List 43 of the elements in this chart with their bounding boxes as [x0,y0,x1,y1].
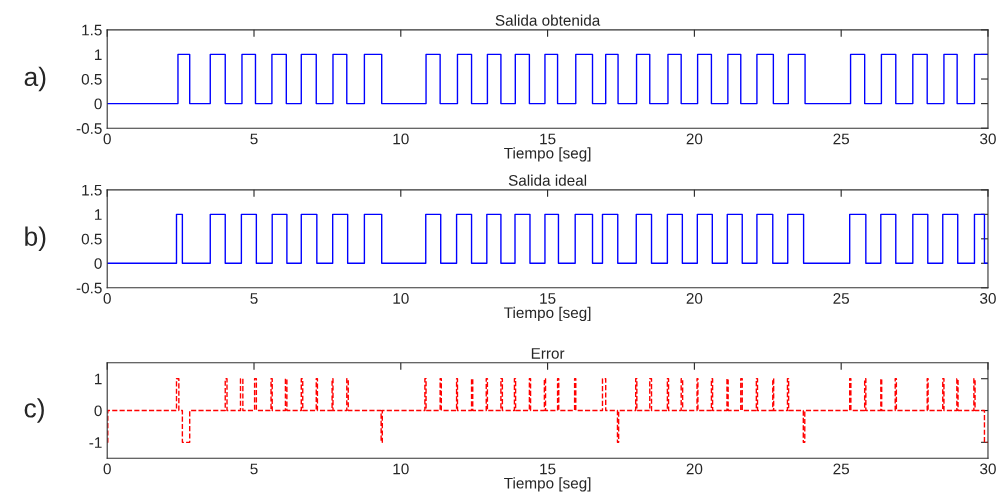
text: c) [24,398,44,423]
x-tick-label: 30 [980,463,996,475]
text: a) [24,66,46,92]
chart-title: Salida ideal [508,174,587,186]
chart-title: Salida obtenida [495,14,601,26]
chart-title: Error [531,348,565,359]
x-tick-label: 0 [103,133,111,145]
x-tick-label: 10 [393,293,409,304]
y-tick-label: 0.5 [81,73,102,85]
y-tick-label: -1 [89,437,102,448]
x-tick-label: 20 [686,293,703,304]
y-tick-label: 0 [94,405,102,417]
x-tick-label: 10 [393,463,409,475]
x-axis-title: Tiempo [seg] [504,147,591,162]
y-tick-label: 1 [95,49,102,60]
y-tick-label: 0 [94,258,102,269]
x-tick-label: 10 [393,133,409,145]
x-tick-label: 15 [540,133,556,145]
y-tick-label: 1.5 [82,184,102,196]
x-tick-label: 5 [250,293,258,304]
x-tick-label: 30 [980,293,996,304]
x-tick-label: 0 [103,463,111,475]
y-tick-label: 0 [94,98,102,110]
x-tick-label: 15 [540,463,556,475]
y-tick-label: -0.5 [76,282,102,294]
y-tick-label: 1 [95,209,102,220]
x-tick-label: 20 [686,463,703,475]
x-axis-title: Tiempo [seg] [504,306,591,322]
y-tick-label: 1.5 [82,24,102,36]
x-tick-label: 20 [686,133,703,145]
y-tick-label: -0.5 [76,123,102,134]
x-tick-label: 5 [250,463,258,475]
x-tick-label: 30 [980,133,996,145]
y-tick-label: 1 [95,373,102,385]
x-tick-label: 25 [833,463,850,475]
x-axis-title: Tiempo [seg] [504,477,591,492]
x-tick-label: 25 [833,133,850,145]
y-tick-label: 0.5 [81,233,102,245]
text: b) [25,226,46,252]
x-tick-label: 0 [103,293,111,304]
x-tick-label: 25 [833,293,850,304]
x-tick-label: 15 [540,293,556,304]
x-tick-label: 5 [250,133,258,145]
